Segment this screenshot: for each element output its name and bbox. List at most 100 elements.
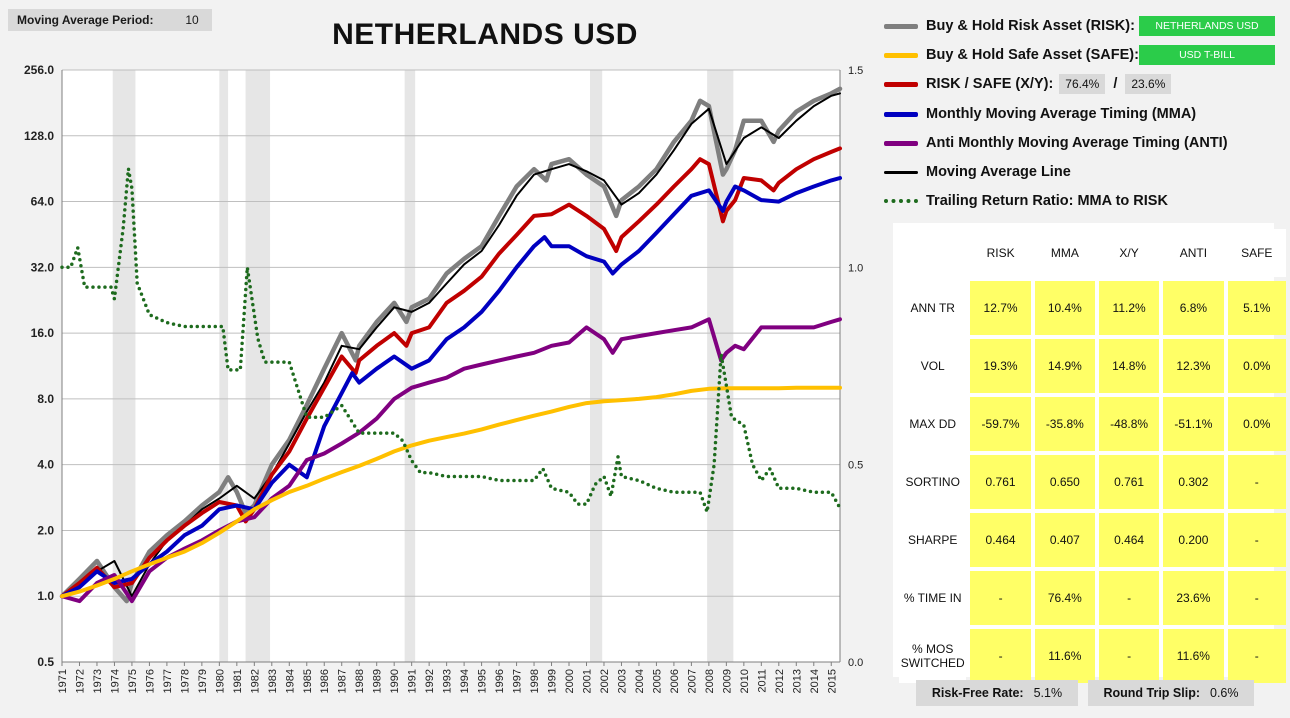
legend-item-ratio: Trailing Return Ratio: MMA to RISK <box>884 190 1168 212</box>
stats-cell: - <box>1227 629 1286 683</box>
risk-free-rate-box: Risk-Free Rate: 5.1% <box>916 680 1078 706</box>
legend-label-safe: Buy & Hold Safe Asset (SAFE): <box>926 47 1139 63</box>
recession-band <box>219 70 229 662</box>
x-tick-label: 2009 <box>721 669 733 693</box>
series-line-mma <box>60 176 842 599</box>
x-tick-label: 1994 <box>459 669 471 693</box>
x-tick-label: 1981 <box>232 669 244 693</box>
x-tick-label: 2015 <box>826 669 838 693</box>
y-tick-label: 32.0 <box>31 260 55 274</box>
legend-swatch-anti <box>884 140 918 146</box>
y-tick-label: 4.0 <box>37 458 54 472</box>
series-line-xy <box>60 146 842 599</box>
x-tick-label: 1973 <box>92 669 104 693</box>
x-tick-label: 1977 <box>162 669 174 693</box>
x-tick-label: 2012 <box>774 669 786 693</box>
x-tick-label: 1975 <box>127 669 139 693</box>
x-tick-label: 1987 <box>337 669 349 693</box>
stats-row-max-dd: MAX DD -59.7% -35.8% -48.8% -51.1% 0.0% <box>899 397 1286 451</box>
x-tick-label: 2004 <box>634 669 646 693</box>
stats-cell: 0.200 <box>1163 513 1224 567</box>
x-tick-label: 1985 <box>302 669 314 693</box>
x-tick-label: 2002 <box>599 669 611 693</box>
y-tick-label: 1.0 <box>37 589 54 603</box>
xy-slash: / <box>1113 76 1118 92</box>
x-tick-label: 1988 <box>354 669 366 693</box>
stats-row-mos-switched: % MOS SWITCHED - 11.6% - 11.6% - <box>899 629 1286 683</box>
stats-cell: 12.7% <box>970 281 1031 335</box>
stats-cell: - <box>1098 571 1160 625</box>
legend-swatch-ma-line <box>884 170 918 174</box>
x-tick-label: 1989 <box>372 669 384 693</box>
legend-swatch-risk <box>884 23 918 29</box>
x-tick-label: 1998 <box>529 669 541 693</box>
stats-cell: 0.761 <box>970 455 1031 509</box>
legend-label-mma: Monthly Moving Average Timing (MMA) <box>926 106 1197 122</box>
risk-free-rate-value: 5.1% <box>1033 686 1063 700</box>
ma-period-label: Moving Average Period: <box>17 13 154 27</box>
legend-label-xy: RISK / SAFE (X/Y): <box>926 76 1054 92</box>
series-line-anti <box>60 317 842 604</box>
xy-risk-value: 76.4% <box>1059 74 1106 94</box>
xy-safe-value: 23.6% <box>1125 74 1172 94</box>
x-tick-label: 2013 <box>791 669 803 693</box>
x-tick-label: 1992 <box>424 669 436 693</box>
stats-col-xy: X/Y <box>1098 229 1160 277</box>
stats-cell: 11.2% <box>1098 281 1160 335</box>
x-tick-label: 2011 <box>756 669 768 693</box>
x-tick-label: 1995 <box>477 669 489 693</box>
y-tick-label: 2.0 <box>37 523 54 537</box>
legend-item-anti: Anti Monthly Moving Average Timing (ANTI… <box>884 132 1228 154</box>
stats-cell: 6.8% <box>1163 281 1224 335</box>
x-tick-label: 1984 <box>284 669 296 693</box>
stats-corner <box>899 229 967 277</box>
legend-label-ma-line: Moving Average Line <box>926 164 1071 180</box>
y-tick-label: 0.5 <box>37 655 54 669</box>
stats-cell: 11.6% <box>1034 629 1095 683</box>
stats-cell: 19.3% <box>970 339 1031 393</box>
stats-row-label: SHARPE <box>899 513 967 567</box>
x-tick-label: 1972 <box>74 669 86 693</box>
y-tick-label: 64.0 <box>31 195 55 209</box>
x-tick-label: 1982 <box>249 669 261 693</box>
x-tick-label: 1976 <box>144 669 156 693</box>
stats-cell: 0.464 <box>970 513 1031 567</box>
x-tick-label: 1999 <box>547 669 559 693</box>
stats-col-mma: MMA <box>1034 229 1095 277</box>
x-tick-label: 1974 <box>109 669 121 693</box>
y-tick-label: 256.0 <box>24 63 54 77</box>
recession-band <box>112 70 136 662</box>
stats-cell: - <box>1227 571 1286 625</box>
x-tick-label: 2010 <box>739 669 751 693</box>
x-tick-label: 1978 <box>179 669 191 693</box>
stats-cell: -35.8% <box>1034 397 1095 451</box>
x-tick-label: 1979 <box>197 669 209 693</box>
x-tick-label: 2001 <box>581 669 593 693</box>
legend-label-ratio: Trailing Return Ratio: MMA to RISK <box>926 193 1168 209</box>
stats-cell: 12.3% <box>1163 339 1224 393</box>
series-line-ratio <box>60 166 842 514</box>
legend-label-anti: Anti Monthly Moving Average Timing (ANTI… <box>926 135 1228 151</box>
recession-band <box>245 70 271 662</box>
stats-cell: 0.0% <box>1227 339 1286 393</box>
stats-row-label: VOL <box>899 339 967 393</box>
ma-period-box: Moving Average Period: 10 <box>8 9 212 31</box>
legend-item-xy: RISK / SAFE (X/Y): 76.4% / 23.6% <box>884 73 1172 95</box>
stats-cell: -51.1% <box>1163 397 1224 451</box>
stats-row-sortino: SORTINO 0.761 0.650 0.761 0.302 - <box>899 455 1286 509</box>
x-tick-label: 2008 <box>704 669 716 693</box>
y-tick-label: 16.0 <box>31 326 55 340</box>
x-tick-label: 2006 <box>669 669 681 693</box>
risk-asset-badge: NETHERLANDS USD <box>1139 16 1275 36</box>
stats-cell: 14.9% <box>1034 339 1095 393</box>
stats-row-vol: VOL 19.3% 14.9% 14.8% 12.3% 0.0% <box>899 339 1286 393</box>
x-tick-label: 1990 <box>389 669 401 693</box>
chart-title: NETHERLANDS USD <box>332 18 638 51</box>
stats-cell: -48.8% <box>1098 397 1160 451</box>
round-trip-slip-label: Round Trip Slip: <box>1103 686 1200 700</box>
stats-cell: 0.650 <box>1034 455 1095 509</box>
legend-swatch-safe <box>884 52 918 58</box>
x-tick-label: 2005 <box>651 669 663 693</box>
y2-tick-label: 1.0 <box>848 262 863 274</box>
stats-header-row: RISK MMA X/Y ANTI SAFE <box>899 229 1286 277</box>
